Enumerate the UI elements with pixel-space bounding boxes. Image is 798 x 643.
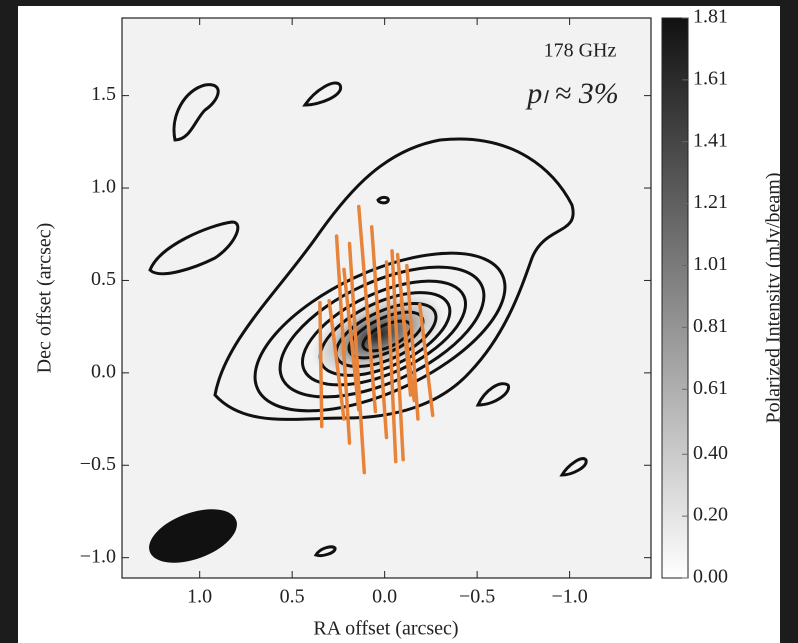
y-tick-label: 1.0: [91, 176, 116, 198]
y-tick-label: 0.5: [91, 268, 116, 290]
colorbar-tick-label: 1.61: [693, 67, 728, 89]
x-tick-label: 0.5: [280, 586, 305, 608]
x-tick-label: −0.5: [459, 586, 495, 608]
colorbar-tick-label: 0.00: [693, 566, 728, 588]
colorbar: [662, 18, 688, 578]
colorbar-tick-label: 0.61: [693, 377, 728, 399]
colorbar-tick-label: 1.01: [693, 253, 728, 275]
x-tick-label: −1.0: [551, 586, 587, 608]
annotation: pₗ ≈ 3%: [525, 77, 618, 110]
x-axis-label: RA offset (arcsec): [313, 618, 458, 640]
colorbar-tick-label: 1.41: [693, 129, 728, 151]
colorbar-tick-label: 0.20: [693, 504, 728, 526]
y-tick-label: −0.5: [80, 453, 116, 475]
y-tick-label: 1.5: [91, 83, 116, 105]
annotation: 178 GHz: [544, 40, 617, 62]
polarization-vector: [320, 303, 322, 427]
y-tick-label: −1.0: [80, 545, 116, 567]
colorbar-tick-label: 1.81: [693, 6, 728, 28]
y-axis-label: Dec offset (arcsec): [34, 223, 56, 374]
colorbar-tick-label: 0.81: [693, 315, 728, 337]
colorbar-tick-label: 1.21: [693, 191, 728, 213]
y-tick-label: 0.0: [91, 360, 116, 382]
colorbar-label: Polarized Intensity (mJy/beam): [763, 172, 785, 423]
colorbar-tick-label: 0.40: [693, 442, 728, 464]
x-tick-label: 0.0: [372, 586, 397, 608]
x-tick-label: 1.0: [187, 586, 212, 608]
figure: 178 GHz pₗ ≈ 3% RA offset (arcsec) Dec o…: [0, 0, 798, 643]
